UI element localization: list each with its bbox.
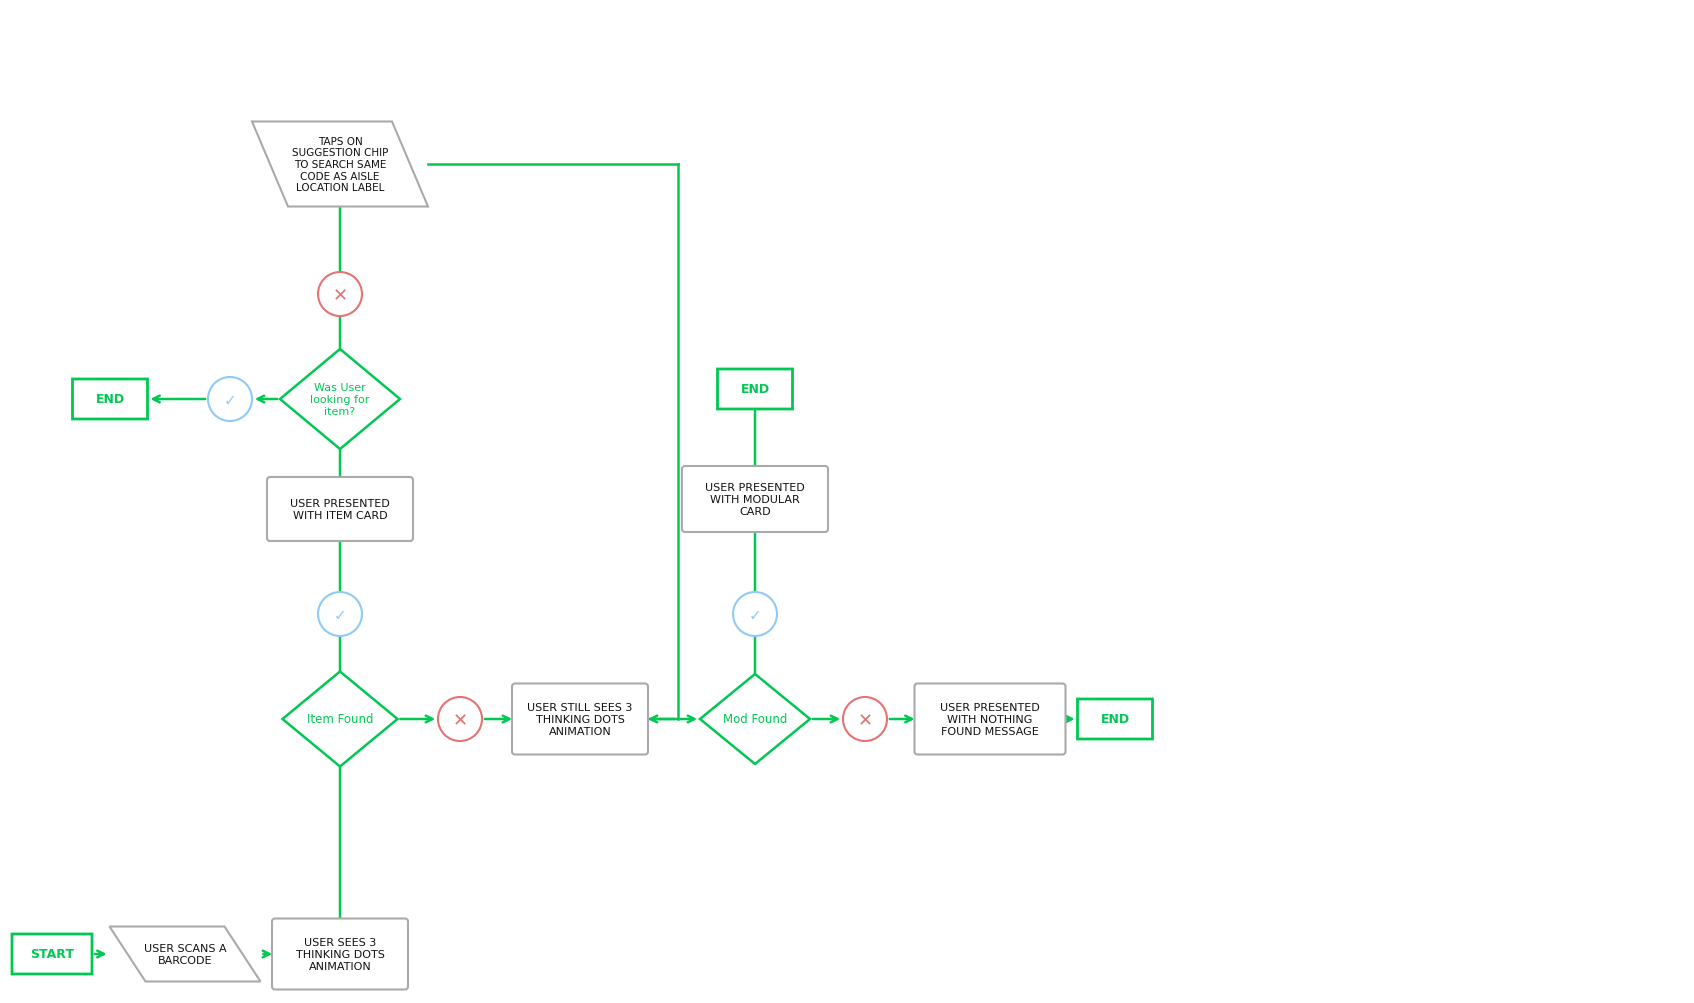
Polygon shape — [280, 350, 400, 449]
FancyBboxPatch shape — [273, 919, 408, 990]
Text: ✓: ✓ — [334, 608, 346, 623]
Text: USER PRESENTED
WITH ITEM CARD: USER PRESENTED WITH ITEM CARD — [290, 498, 390, 521]
FancyBboxPatch shape — [683, 466, 828, 533]
Circle shape — [844, 697, 888, 741]
Text: END: END — [1101, 713, 1130, 726]
Text: USER PRESENTED
WITH MODULAR
CARD: USER PRESENTED WITH MODULAR CARD — [705, 482, 805, 517]
Text: END: END — [740, 383, 769, 396]
Circle shape — [208, 377, 252, 421]
Circle shape — [318, 593, 363, 636]
Text: ✕: ✕ — [452, 711, 468, 729]
FancyBboxPatch shape — [915, 684, 1066, 754]
Text: Was User
looking for
item?: Was User looking for item? — [310, 383, 369, 416]
FancyBboxPatch shape — [12, 934, 91, 974]
FancyBboxPatch shape — [268, 477, 413, 542]
Text: ✓: ✓ — [749, 608, 761, 623]
Circle shape — [734, 593, 778, 636]
FancyBboxPatch shape — [73, 379, 147, 419]
FancyBboxPatch shape — [512, 684, 649, 754]
Text: USER SEES 3
THINKING DOTS
ANIMATION: USER SEES 3 THINKING DOTS ANIMATION — [295, 938, 385, 971]
Polygon shape — [252, 122, 429, 208]
FancyBboxPatch shape — [718, 370, 793, 409]
Text: Mod Found: Mod Found — [723, 713, 788, 726]
Polygon shape — [110, 927, 261, 982]
Text: USER SCANS A
BARCODE: USER SCANS A BARCODE — [144, 943, 227, 965]
Text: USER STILL SEES 3
THINKING DOTS
ANIMATION: USER STILL SEES 3 THINKING DOTS ANIMATIO… — [527, 703, 632, 736]
FancyBboxPatch shape — [1077, 699, 1152, 739]
Text: END: END — [95, 393, 125, 406]
Text: TAPS ON
SUGGESTION CHIP
TO SEARCH SAME
CODE AS AISLE
LOCATION LABEL: TAPS ON SUGGESTION CHIP TO SEARCH SAME C… — [291, 136, 388, 193]
Text: Item Found: Item Found — [307, 713, 373, 726]
Text: ✕: ✕ — [332, 287, 347, 305]
Text: START: START — [30, 948, 75, 961]
Text: ✓: ✓ — [224, 393, 237, 408]
Text: USER PRESENTED
WITH NOTHING
FOUND MESSAGE: USER PRESENTED WITH NOTHING FOUND MESSAG… — [940, 703, 1040, 736]
Polygon shape — [700, 674, 810, 764]
Text: ✕: ✕ — [857, 711, 872, 729]
Circle shape — [318, 273, 363, 317]
Polygon shape — [283, 672, 398, 766]
Circle shape — [439, 697, 483, 741]
